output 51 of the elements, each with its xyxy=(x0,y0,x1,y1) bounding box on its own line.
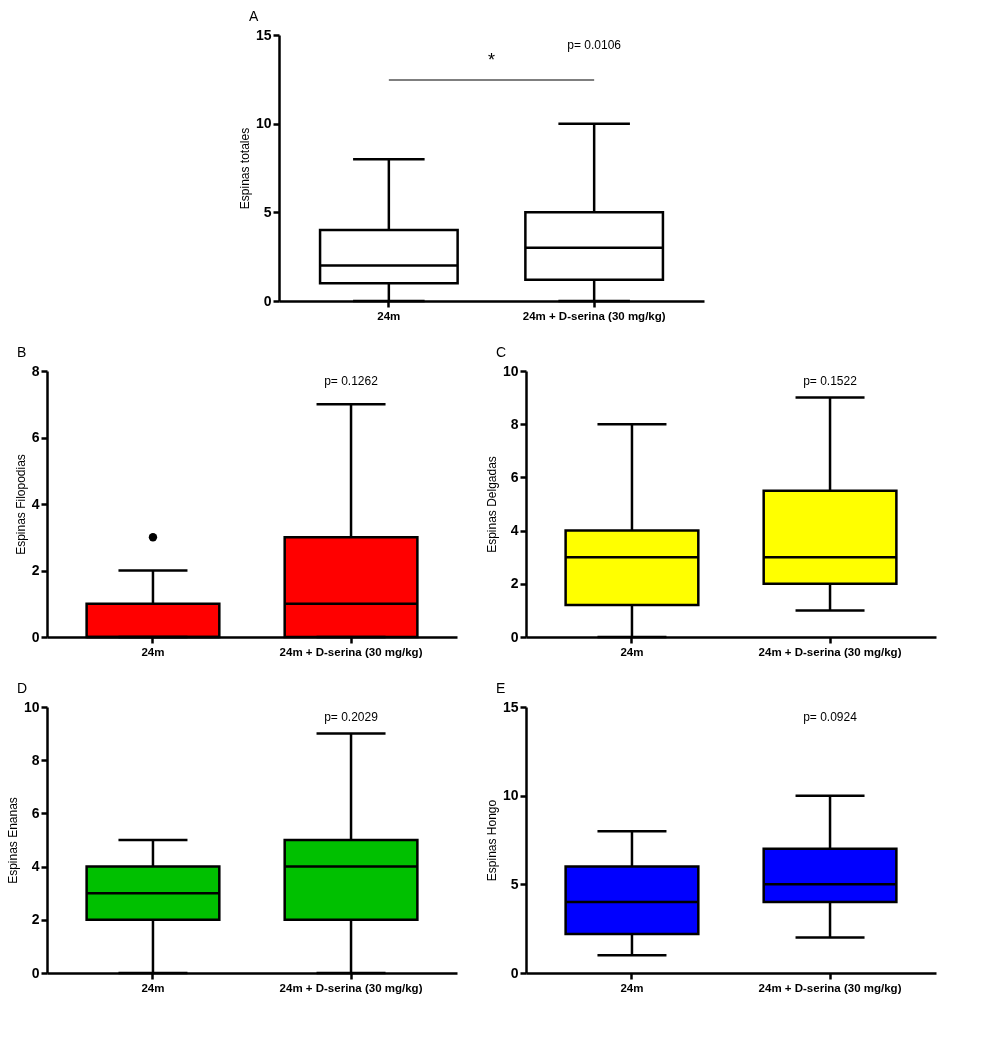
x-tick-label: 24m xyxy=(377,309,401,322)
y-tick-label: 10 xyxy=(255,115,272,132)
annotation: p= 0.0106 xyxy=(567,38,622,52)
y-tick-label: 8 xyxy=(510,415,519,432)
x-tick-label: 24m xyxy=(620,645,644,658)
chart-title: A xyxy=(249,8,259,24)
y-tick-label: 0 xyxy=(31,628,40,645)
chart-title: E xyxy=(496,680,506,696)
x-tick-label: 24m + D-serina (30 mg/kg) xyxy=(279,981,423,994)
x-tick-label: 24m xyxy=(141,645,165,658)
y-tick-label: 2 xyxy=(510,575,519,592)
y-tick-label: 6 xyxy=(510,468,519,485)
y-axis-title: Espinas Filopodias xyxy=(13,454,28,555)
y-tick-label: 10 xyxy=(23,698,40,715)
y-tick-label: 10 xyxy=(502,362,519,379)
annotation: p= 0.0924 xyxy=(803,710,858,724)
y-tick-label: 4 xyxy=(31,495,40,512)
y-tick-label: 0 xyxy=(510,628,519,645)
x-tick-label: 24m + D-serina (30 mg/kg) xyxy=(279,645,423,658)
chart-title: B xyxy=(17,344,27,360)
annotation: p= 0.2029 xyxy=(324,710,379,724)
y-tick-label: 8 xyxy=(31,751,40,768)
y-axis-title: Espinas Delgadas xyxy=(484,456,499,553)
x-tick-label: 24m + D-serina (30 mg/kg) xyxy=(758,981,902,994)
y-tick-label: 0 xyxy=(263,292,272,309)
y-tick-label: 10 xyxy=(502,787,519,804)
annotation: * xyxy=(487,50,496,70)
y-tick-label: 15 xyxy=(255,26,272,43)
chart-title: D xyxy=(17,680,28,696)
x-tick-label: 24m xyxy=(141,981,165,994)
annotation: p= 0.1522 xyxy=(803,374,858,388)
x-tick-label: 24m + D-serina (30 mg/kg) xyxy=(758,645,902,658)
y-tick-label: 5 xyxy=(510,875,519,892)
y-tick-label: 6 xyxy=(31,804,40,821)
y-tick-label: 4 xyxy=(510,522,519,539)
chart-title: C xyxy=(496,344,507,360)
annotation: p= 0.1262 xyxy=(324,374,379,388)
y-tick-label: 5 xyxy=(263,203,272,220)
y-tick-label: 8 xyxy=(31,362,40,379)
y-tick-label: 0 xyxy=(31,964,40,981)
y-tick-label: 15 xyxy=(502,698,519,715)
y-tick-label: 6 xyxy=(31,429,40,445)
y-axis-title: Espinas totales xyxy=(237,127,252,210)
y-tick-label: 4 xyxy=(31,858,40,875)
y-tick-label: 2 xyxy=(31,562,40,578)
y-tick-label: 0 xyxy=(510,964,519,981)
x-tick-label: 24m xyxy=(620,981,644,994)
x-tick-label: 24m + D-serina (30 mg/kg) xyxy=(522,309,666,322)
y-axis-title: Espinas Hongo xyxy=(484,799,499,882)
y-axis-title: Espinas Enanas xyxy=(5,797,20,884)
y-tick-label: 2 xyxy=(31,911,40,928)
